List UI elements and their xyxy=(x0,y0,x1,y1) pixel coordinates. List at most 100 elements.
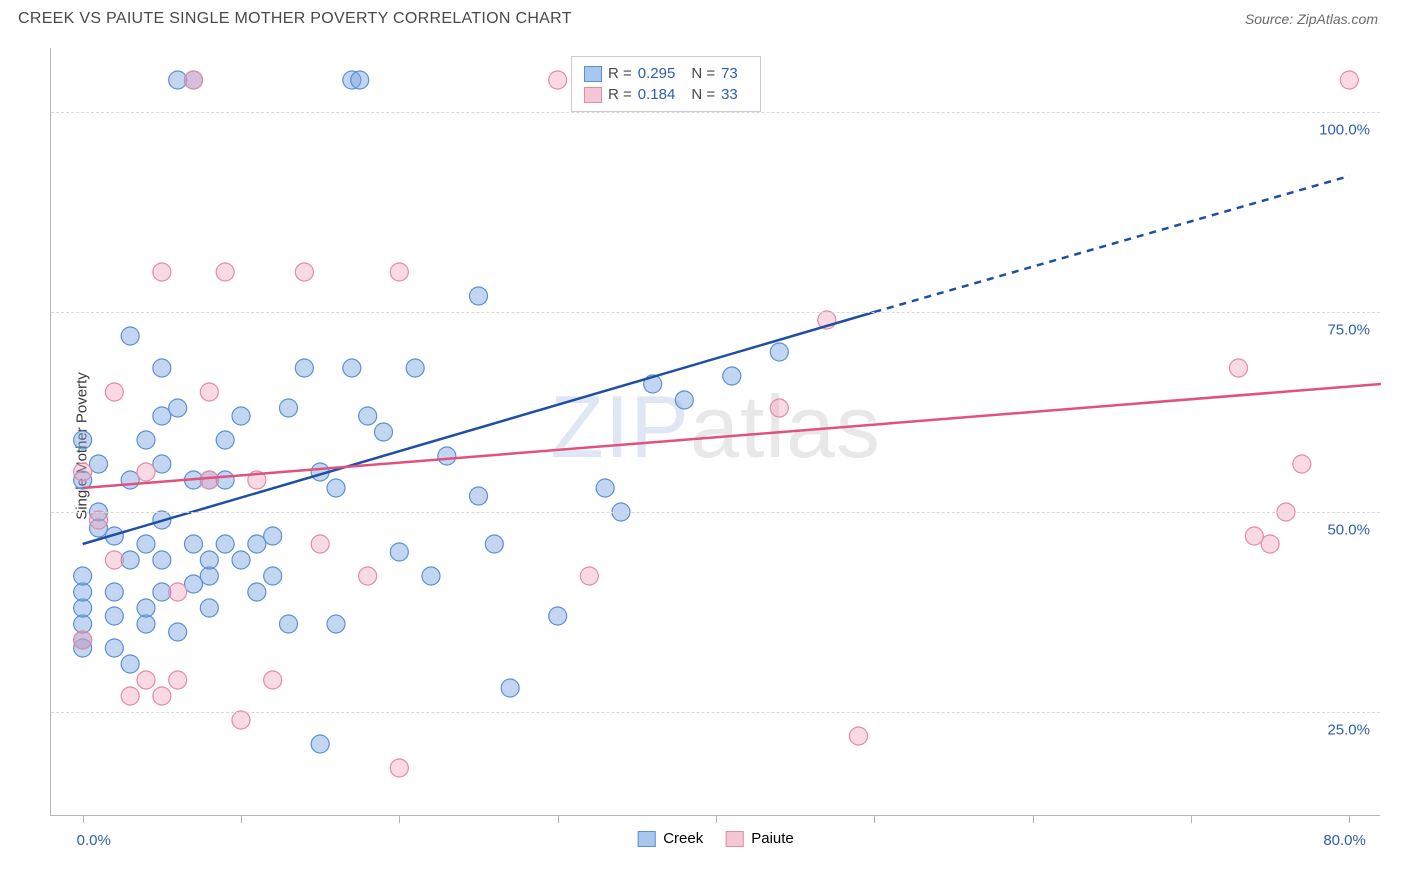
data-point xyxy=(169,399,187,417)
r-label-2: R = xyxy=(608,86,632,103)
data-point xyxy=(232,407,250,425)
stats-row-creek: R = 0.295 N = 73 xyxy=(584,63,748,84)
data-point xyxy=(200,567,218,585)
data-point xyxy=(137,671,155,689)
data-point xyxy=(105,551,123,569)
data-point xyxy=(200,551,218,569)
data-point xyxy=(390,543,408,561)
creek-n-value: 73 xyxy=(721,65,738,82)
data-point xyxy=(232,711,250,729)
data-point xyxy=(216,535,234,553)
y-tick-label: 50.0% xyxy=(1327,522,1370,539)
data-point xyxy=(137,431,155,449)
n-label-2: N = xyxy=(691,86,715,103)
data-point xyxy=(200,383,218,401)
data-point xyxy=(580,567,598,585)
data-point xyxy=(153,551,171,569)
data-point xyxy=(105,583,123,601)
data-point xyxy=(770,343,788,361)
x-tick xyxy=(399,815,400,823)
data-point xyxy=(850,727,868,745)
plot-area: ZIPatlas R = 0.295 N = 73 R = 0.184 N = … xyxy=(50,48,1380,816)
header: CREEK VS PAIUTE SINGLE MOTHER POVERTY CO… xyxy=(0,0,1406,36)
legend-item-paiute: Paiute xyxy=(725,830,794,847)
data-point xyxy=(169,583,187,601)
trend-line xyxy=(83,312,875,544)
data-point xyxy=(153,359,171,377)
data-point xyxy=(74,463,92,481)
x-tick xyxy=(241,815,242,823)
trend-line xyxy=(83,384,1381,488)
stats-row-paiute: R = 0.184 N = 33 xyxy=(584,84,748,105)
data-point xyxy=(359,407,377,425)
source-attribution: Source: ZipAtlas.com xyxy=(1245,11,1378,27)
x-tick xyxy=(1349,815,1350,823)
data-point xyxy=(169,671,187,689)
data-point xyxy=(549,71,567,89)
data-point xyxy=(470,287,488,305)
data-point xyxy=(264,527,282,545)
y-tick-label: 100.0% xyxy=(1319,122,1370,139)
data-point xyxy=(216,263,234,281)
n-label: N = xyxy=(691,65,715,82)
data-point xyxy=(185,575,203,593)
gridline xyxy=(51,512,1380,513)
data-point xyxy=(121,687,139,705)
x-tick xyxy=(83,815,84,823)
paiute-swatch-icon xyxy=(584,87,602,103)
paiute-swatch-icon-2 xyxy=(725,831,743,847)
data-point xyxy=(74,615,92,633)
data-point xyxy=(153,687,171,705)
data-point xyxy=(74,431,92,449)
data-point xyxy=(280,399,298,417)
r-label: R = xyxy=(608,65,632,82)
x-tick-label: 0.0% xyxy=(77,832,111,849)
data-point xyxy=(1261,535,1279,553)
data-point xyxy=(390,263,408,281)
data-point xyxy=(327,615,345,633)
data-point xyxy=(153,455,171,473)
data-point xyxy=(153,263,171,281)
data-point xyxy=(137,463,155,481)
creek-r-value: 0.295 xyxy=(638,65,676,82)
data-point xyxy=(74,583,92,601)
x-tick xyxy=(1033,815,1034,823)
data-point xyxy=(770,399,788,417)
data-point xyxy=(137,615,155,633)
data-point xyxy=(485,535,503,553)
y-tick-label: 25.0% xyxy=(1327,722,1370,739)
legend-item-creek: Creek xyxy=(637,830,703,847)
data-point xyxy=(185,71,203,89)
data-point xyxy=(549,607,567,625)
data-point xyxy=(390,759,408,777)
data-point xyxy=(675,391,693,409)
x-tick-label: 80.0% xyxy=(1323,832,1366,849)
creek-swatch-icon-2 xyxy=(637,831,655,847)
data-point xyxy=(311,735,329,753)
gridline xyxy=(51,712,1380,713)
gridline xyxy=(51,112,1380,113)
x-tick xyxy=(1191,815,1192,823)
data-point xyxy=(105,607,123,625)
creek-series-label: Creek xyxy=(663,830,703,847)
data-point xyxy=(327,479,345,497)
data-point xyxy=(311,535,329,553)
plot-svg xyxy=(51,48,1380,815)
data-point xyxy=(422,567,440,585)
x-tick xyxy=(716,815,717,823)
data-point xyxy=(105,383,123,401)
data-point xyxy=(264,671,282,689)
trend-line xyxy=(874,176,1349,312)
chart-container: CREEK VS PAIUTE SINGLE MOTHER POVERTY CO… xyxy=(0,0,1406,892)
data-point xyxy=(153,407,171,425)
data-point xyxy=(1230,359,1248,377)
stats-legend: R = 0.295 N = 73 R = 0.184 N = 33 xyxy=(571,56,761,112)
x-tick xyxy=(558,815,559,823)
data-point xyxy=(596,479,614,497)
data-point xyxy=(200,599,218,617)
data-point xyxy=(1293,455,1311,473)
data-point xyxy=(137,599,155,617)
data-point xyxy=(121,327,139,345)
data-point xyxy=(406,359,424,377)
data-point xyxy=(343,359,361,377)
